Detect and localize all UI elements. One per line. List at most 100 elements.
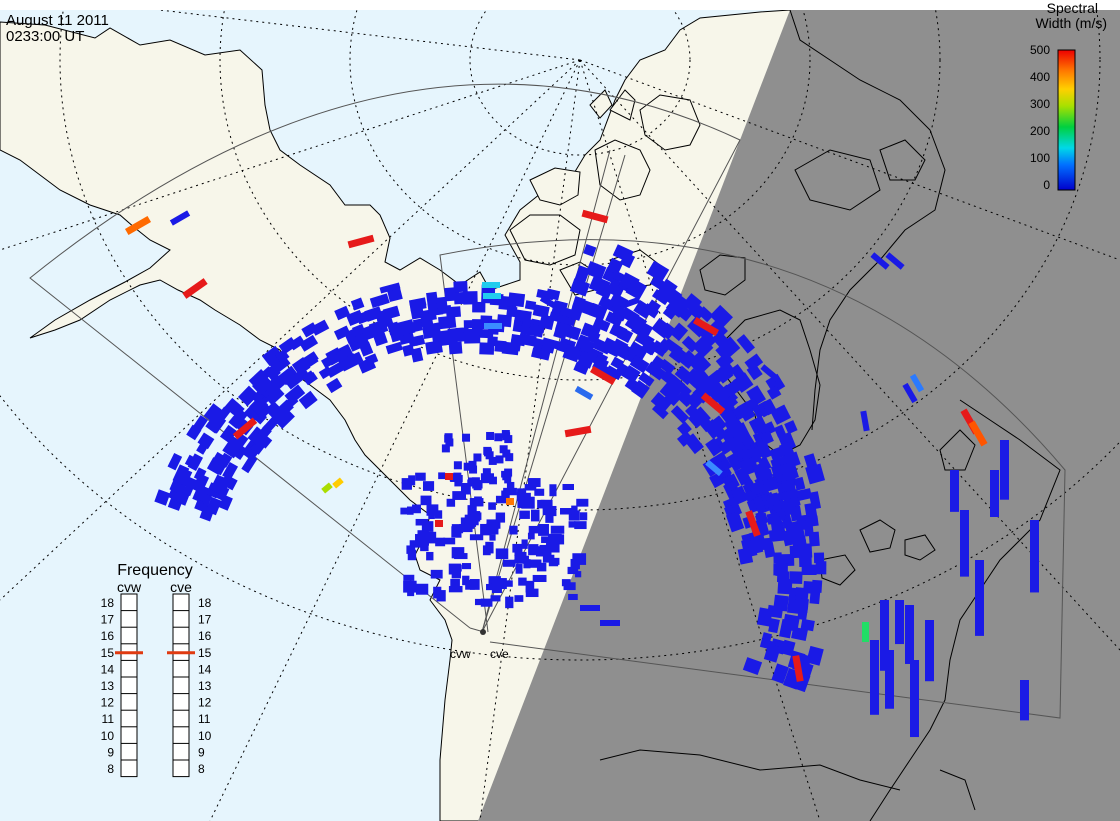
scatter-cell [208,459,226,476]
scatter-cell [600,620,620,626]
scatter-cell [213,406,231,426]
scatter-cell [467,505,477,516]
scatter-cell [592,317,611,333]
scatter-cell [471,477,480,486]
frequency-tick-label: 11 [198,712,211,726]
scatter-cell [669,322,689,342]
scatter-cell [581,209,609,224]
scatter-cell [521,496,535,509]
scatter-cell [416,583,429,595]
scatter-cell [446,498,456,507]
scatter-cell [265,386,285,406]
scatter-cell [549,484,557,497]
frequency-tick-label: 10 [101,729,115,743]
scatter-cell [182,278,208,299]
scatter-cell [486,583,494,591]
scatter-cell [321,482,333,494]
scatter-cell [650,340,669,358]
scatter-cell [506,498,514,505]
scatter-cell [454,478,463,487]
scatter-cell [525,588,539,598]
scatter-cell [426,551,434,561]
scatter-cell [651,403,669,420]
scatter-cell [768,618,780,634]
scatter-cell [333,325,351,341]
scatter-cell [232,417,258,440]
scatter-cell [734,466,752,486]
scatter-cell [291,367,310,384]
scatter-cell [192,473,210,494]
scatter-cell [752,404,766,419]
scatter-cell [575,334,591,351]
scatter-cell [560,508,574,515]
scatter-cell [444,434,453,443]
scatter-cell [169,210,191,226]
scatter-cell [692,370,713,391]
scatter-cell [777,578,793,595]
scatter-cell [905,605,914,664]
scatter-cell [482,468,491,477]
scatter-cell [676,430,694,447]
scatter-cell [490,595,501,602]
scatter-cell [562,483,574,491]
scatter-cell [192,415,208,433]
scatter-cell [518,577,527,586]
scatter-cell [426,291,439,305]
scatter-cell [504,477,512,484]
scatter-cell [310,319,330,336]
scatter-cell [480,473,494,484]
scatter-cell [670,405,690,424]
scatter-cell [539,295,561,311]
scatter-cell [585,261,607,280]
scatter-cell [726,452,745,472]
scatter-cell [638,371,655,387]
frequency-tick-label: 17 [198,613,212,627]
frequency-tick-label: 13 [101,679,115,693]
scatter-cell [528,525,540,534]
scatter-cell [416,538,429,546]
scatter-cell [733,422,752,443]
radar-sites: cvw cve [450,629,509,661]
scatter-cell [448,563,461,575]
scatter-cell [646,260,670,283]
frequency-tick-label: 14 [198,662,212,676]
scatter-cell [264,401,284,420]
scatter-cell [659,322,677,340]
scatter-cell [541,536,552,544]
scatter-cell [801,564,817,576]
scatter-cell [219,424,238,444]
scatter-cell [495,495,507,504]
scatter-cell [406,506,414,515]
night-coastlines [599,10,1061,821]
scatter-cell [616,327,634,344]
scatter-cell [517,555,529,562]
scatter-cell [326,377,343,394]
scatter-cell [541,337,561,350]
scatter-cell [484,323,502,329]
scatter-cell [791,626,808,642]
scatter-cell [387,287,403,302]
scatter-cell [410,347,424,363]
scatter-cell [700,329,717,347]
scatter-cell [537,499,545,509]
scatter-cell [895,600,904,645]
scatter-cell [300,352,319,370]
frequency-tick-label: 11 [102,712,115,726]
timestamp-header: August 11 2011 0233:00 UT [6,12,109,45]
scatter-cell [489,476,497,485]
scatter-cell [406,545,416,554]
scatter-cell [182,476,197,497]
scatter-cell [505,453,514,462]
scatter-cell [288,335,306,351]
scatter-cell [443,537,456,545]
scatter-cell [524,484,537,491]
scatter-cell [461,563,472,570]
scatter-cell [682,293,703,313]
scatter-cell [619,252,636,269]
frequency-tick-label: 16 [198,629,212,643]
scatter-cell [430,569,443,579]
frequency-tick-label: 9 [107,745,114,759]
scatter-cell [222,461,239,481]
scatter-cell [657,338,673,354]
scatter-cell [485,451,494,460]
